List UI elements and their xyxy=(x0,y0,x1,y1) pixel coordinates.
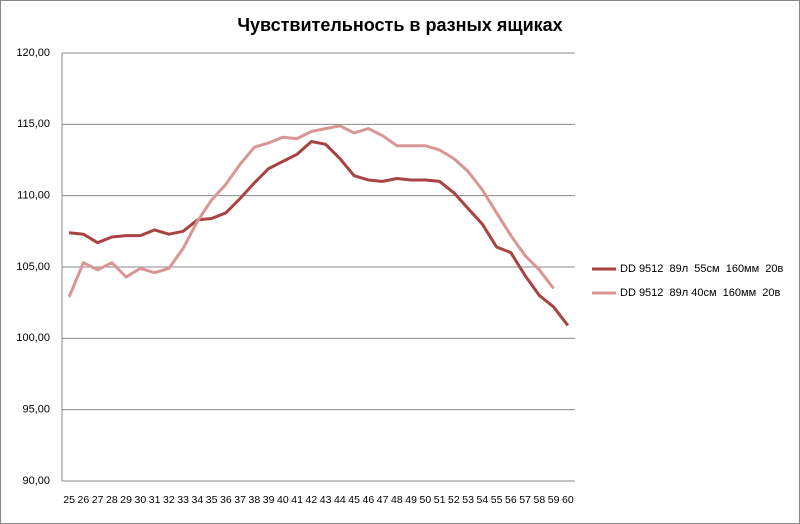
x-tick-label: 34 xyxy=(192,494,204,506)
x-tick-label: 41 xyxy=(291,494,303,506)
x-tick-label: 43 xyxy=(320,494,332,506)
x-tick-label: 56 xyxy=(505,494,517,506)
x-tick-label: 27 xyxy=(92,494,104,506)
x-tick-label: 39 xyxy=(263,494,275,506)
series-line xyxy=(68,140,570,327)
legend-label: DD 9512 89л 40см 160мм 20в xyxy=(620,287,780,299)
x-tick-label: 25 xyxy=(63,494,75,506)
x-tick-label: 42 xyxy=(306,494,318,506)
x-tick-label: 55 xyxy=(491,494,503,506)
x-tick-label: 59 xyxy=(548,494,560,506)
y-tick-label: 115,00 xyxy=(17,118,50,130)
x-tick-label: 45 xyxy=(348,494,360,506)
x-tick-label: 37 xyxy=(234,494,246,506)
x-tick-label: 32 xyxy=(163,494,175,506)
x-tick-label: 49 xyxy=(405,494,417,506)
x-tick-label: 48 xyxy=(391,494,403,506)
x-tick-label: 52 xyxy=(448,494,460,506)
x-tick-label: 38 xyxy=(249,494,261,506)
y-tick-label: 90,00 xyxy=(22,475,50,487)
y-tick-label: 100,00 xyxy=(16,332,50,344)
y-tick-label: 120,00 xyxy=(16,47,50,59)
x-tick-label: 53 xyxy=(462,494,474,506)
x-tick-label: 36 xyxy=(220,494,232,506)
x-tick-label: 58 xyxy=(534,494,546,506)
chart-title: Чувствительность в разных ящиках xyxy=(237,15,562,35)
x-tick-label: 40 xyxy=(277,494,289,506)
legend-label: DD 9512 89л 55см 160мм 20в xyxy=(620,263,784,275)
x-tick-label: 31 xyxy=(149,494,161,506)
x-tick-label: 54 xyxy=(477,494,489,506)
x-tick-label: 57 xyxy=(519,494,531,506)
x-tick-label: 35 xyxy=(206,494,218,506)
x-tick-label: 28 xyxy=(106,494,118,506)
x-tick-label: 29 xyxy=(120,494,132,506)
series-line xyxy=(67,124,555,298)
x-tick-label: 44 xyxy=(334,494,346,506)
x-tick-label: 50 xyxy=(420,494,432,506)
y-tick-label: 110,00 xyxy=(17,190,50,202)
x-tick-label: 46 xyxy=(363,494,375,506)
x-tick-label: 33 xyxy=(177,494,189,506)
x-tick-label: 60 xyxy=(562,494,574,506)
x-tick-label: 26 xyxy=(78,494,90,506)
x-tick-label: 47 xyxy=(377,494,389,506)
x-tick-label: 30 xyxy=(135,494,147,506)
x-tick-label: 51 xyxy=(434,494,446,506)
y-tick-label: 105,00 xyxy=(16,261,50,273)
y-tick-label: 95,00 xyxy=(22,404,50,416)
